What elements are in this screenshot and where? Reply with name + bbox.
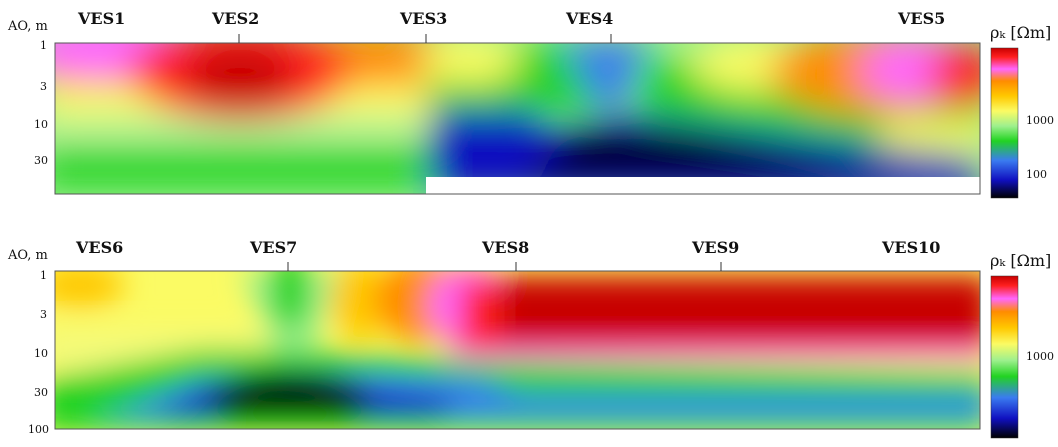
colorbar-1 [990,47,1019,199]
y-tick-label: 1 [40,39,47,52]
colorbar-tick-label: 100 [1026,168,1047,181]
ves-label: VES9 [691,238,739,257]
colorbar-tick-label: 1000 [1026,350,1054,363]
y-tick-label: 10 [34,118,48,131]
section-panel-2: AO, m VES6 VES7 VES8 VES9 VES10 1 3 10 3… [7,238,1054,439]
ves-label: VES1 [77,9,125,28]
ves-label: VES8 [481,238,529,257]
ves-label: VES2 [211,9,259,28]
heatmap-1 [55,43,980,194]
section-panel-1: AO, m VES1 VES2 VES3 VES4 VES5 1 3 10 30 [7,9,1054,199]
ves-label: VES6 [75,238,123,257]
ves-label: VES3 [399,9,447,28]
heatmap-2 [55,271,980,429]
colorbar-tick-label: 1000 [1026,114,1054,127]
y-tick-label: 3 [40,308,47,321]
y-tick-label: 1 [40,269,47,282]
y-tick-label: 30 [34,386,48,399]
ves-label: VES7 [249,238,297,257]
ves-label: VES10 [881,238,940,257]
colorbar-2 [990,275,1019,439]
y-tick-label: 100 [28,423,49,436]
colorbar-title: ρₖ [Ωm] [990,251,1051,270]
ves-label: VES5 [897,9,945,28]
y-axis-label-2: AO, m [7,248,48,263]
y-tick-label: 30 [34,154,48,167]
ves-label: VES4 [565,9,613,28]
y-tick-label: 3 [40,80,47,93]
y-axis-label-1: AO, m [7,19,48,34]
y-tick-label: 10 [34,347,48,360]
colorbar-title: ρₖ [Ωm] [990,23,1051,42]
